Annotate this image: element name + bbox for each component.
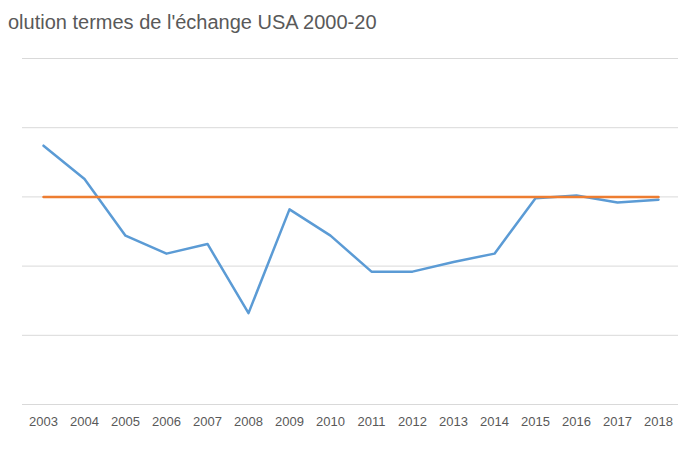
svg-text:2003: 2003 [29, 414, 58, 429]
svg-text:2006: 2006 [152, 414, 181, 429]
svg-text:2010: 2010 [316, 414, 345, 429]
svg-text:2007: 2007 [193, 414, 222, 429]
svg-text:2013: 2013 [439, 414, 468, 429]
svg-text:2009: 2009 [275, 414, 304, 429]
svg-text:2004: 2004 [70, 414, 99, 429]
svg-text:2016: 2016 [562, 414, 591, 429]
svg-text:2008: 2008 [234, 414, 263, 429]
svg-text:2018: 2018 [644, 414, 673, 429]
svg-text:2015: 2015 [521, 414, 550, 429]
svg-text:2005: 2005 [111, 414, 140, 429]
svg-text:2017: 2017 [603, 414, 632, 429]
svg-text:2012: 2012 [398, 414, 427, 429]
html-text:olution termes de l'échange US: olution termes de l'échange USA 2000-20 [8, 11, 377, 33]
svg-text:2014: 2014 [480, 414, 509, 429]
svg-text:2011: 2011 [358, 414, 386, 429]
